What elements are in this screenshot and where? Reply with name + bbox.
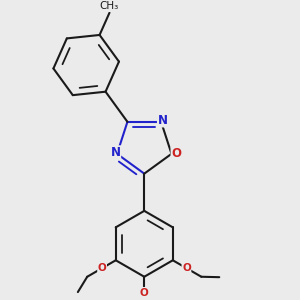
Text: O: O: [98, 263, 106, 273]
Text: O: O: [182, 263, 191, 273]
Text: N: N: [158, 114, 167, 127]
Text: O: O: [140, 287, 148, 298]
Text: CH₃: CH₃: [100, 1, 119, 11]
Text: O: O: [171, 147, 181, 160]
Text: N: N: [111, 146, 121, 159]
